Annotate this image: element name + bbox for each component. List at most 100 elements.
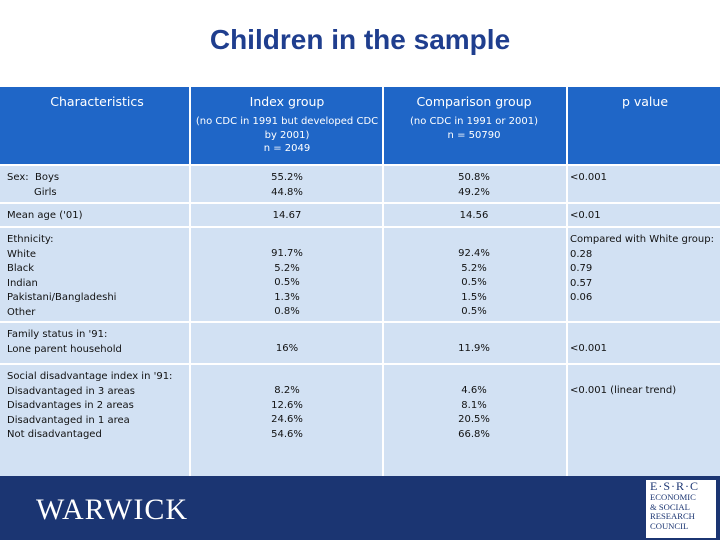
social-comparison: 4.6% 8.1% 20.5% 66.8% (384, 365, 564, 442)
social-not-disadvantaged: Not disadvantaged (7, 429, 102, 440)
header-characteristics-label: Characteristics (50, 94, 144, 109)
column-divider (566, 228, 568, 321)
slide-title: Children in the sample (209, 24, 511, 55)
table-row-social-disadvantage: Social disadvantage index in '91: Disadv… (0, 363, 720, 476)
ethnicity-other: Other (7, 306, 36, 318)
ethnicity-p-heading: Compared with White group: (570, 234, 714, 245)
esrc-logo: E·S·R·C ECONOMIC & SOCIAL RESEARCH COUNC… (646, 480, 716, 538)
social-index-2: 12.6% (271, 399, 303, 411)
social-index-1: 24.6% (271, 414, 303, 425)
ethnicity-comparison-white: 92.4% (458, 248, 490, 259)
sex-label-boys: Sex: Boys (7, 172, 60, 183)
column-divider (566, 204, 568, 226)
column-divider (189, 166, 191, 202)
column-divider (189, 87, 191, 164)
family-labels: Family status in '91: Lone parent househ… (7, 323, 187, 357)
header-index-sub3: n = 2049 (263, 143, 311, 154)
ethnicity-labels: Ethnicity: White Black Indian Pakistani/… (7, 228, 187, 320)
sex-index: 55.2% 44.8% (192, 166, 382, 200)
age-index: 14.67 (272, 210, 302, 221)
warwick-logo: WARWICK (36, 493, 188, 526)
header-index-group: Index group (no CDC in 1991 but develope… (192, 87, 382, 164)
column-divider (382, 228, 384, 321)
sex-comparison-boys: 50.8% (458, 172, 490, 183)
header-comparison-sub2: n = 50790 (447, 129, 501, 141)
ethnicity-comparison-black: 5.2% (461, 262, 487, 274)
header-comparison-group: Comparison group (no CDC in 1991 or 2001… (384, 87, 564, 164)
table-row-family-status: Family status in '91: Lone parent househ… (0, 321, 720, 363)
family-index: 16% (275, 343, 299, 354)
ethnicity-white: White (7, 248, 37, 260)
social-comparison-1: 20.5% (458, 414, 490, 425)
column-divider (382, 166, 384, 202)
social-index: 8.2% 12.6% 24.6% 54.6% (192, 365, 382, 442)
header-p-value: p value (570, 87, 720, 164)
age-comparison: 14.56 (459, 210, 489, 221)
header-index-sub2: by 2001) (264, 129, 310, 141)
column-divider (382, 87, 384, 164)
ethnicity-comparison-other: 0.5% (461, 306, 487, 317)
ethnicity-p-other: 0.06 (570, 292, 593, 303)
ethnicity-comparison-indian: 0.5% (461, 277, 487, 288)
header-characteristics: Characteristics (7, 87, 187, 164)
sex-index-girls: 44.8% (271, 186, 303, 198)
column-divider (566, 365, 568, 476)
ethnicity-index-white: 91.7% (271, 248, 303, 259)
sex-comparison: 50.8% 49.2% (384, 166, 564, 200)
table-row-sex: Sex: Boys Girls 55.2% 44.8% 50.8% 49.2% … (0, 164, 720, 202)
esrc-logo-initials: E·S·R·C (650, 479, 699, 493)
footer-bar: WARWICK E·S·R·C ECONOMIC & SOCIAL RESEAR… (0, 476, 720, 540)
ethnicity-p-values: Compared with White group: 0.28 0.79 0.5… (570, 228, 720, 306)
sample-table: Characteristics Index group (no CDC in 1… (0, 87, 720, 476)
header-comparison-sub1: (no CDC in 1991 or 2001) (409, 116, 539, 127)
social-index-0: 54.6% (271, 428, 303, 440)
column-divider (189, 228, 191, 321)
social-index-3: 8.2% (274, 385, 300, 396)
ethnicity-p-indian: 0.79 (570, 263, 593, 274)
social-comparison-0: 66.8% (458, 428, 490, 440)
ethnicity-comparison-pakistani: 1.5% (461, 291, 487, 303)
esrc-logo-line4: COUNCIL (650, 520, 689, 531)
ethnicity-index-pakistani: 1.3% (274, 291, 300, 303)
sex-label: Sex: Boys Girls (7, 166, 187, 200)
sex-label-girls: Girls (34, 186, 57, 198)
ethnicity-index-other: 0.8% (274, 306, 300, 317)
social-1-area: Disadvantaged in 1 area (7, 414, 130, 426)
header-index-sub1: (no CDC in 1991 but developed CDC (195, 116, 379, 127)
header-comparison-sub: (no CDC in 1991 or 2001) n = 50790 (384, 115, 564, 142)
ethnicity-index-indian: 0.5% (274, 277, 300, 288)
social-comparison-3: 4.6% (461, 385, 487, 396)
column-divider (189, 204, 191, 226)
social-labels: Social disadvantage index in '91: Disadv… (7, 365, 187, 443)
sex-comparison-girls: 49.2% (458, 186, 490, 198)
ethnicity-heading: Ethnicity: (7, 234, 54, 245)
social-p-value: <0.001 (linear trend) (570, 385, 677, 396)
family-lone-parent: Lone parent household (7, 343, 122, 355)
ethnicity-pakistani-bangladeshi: Pakistani/Bangladeshi (7, 292, 117, 303)
ethnicity-index: 91.7% 5.2% 0.5% 1.3% 0.8% (192, 228, 382, 320)
esrc-logo-line1: ECONOMIC (650, 492, 696, 502)
header-index-label: Index group (249, 94, 325, 109)
column-divider (382, 204, 384, 226)
sex-p-value: <0.001 (570, 172, 608, 183)
table-row-age: Mean age ('01) 14.67 14.56 <0.01 (0, 202, 720, 226)
ethnicity-comparison: 92.4% 5.2% 0.5% 1.5% 0.5% (384, 228, 564, 320)
column-divider (382, 365, 384, 476)
column-divider (382, 323, 384, 363)
ethnicity-p-pakistani: 0.57 (570, 277, 593, 289)
family-p-value: <0.001 (570, 343, 608, 354)
column-divider (566, 166, 568, 202)
social-comparison-2: 8.1% (461, 399, 487, 411)
header-p-value-label: p value (621, 94, 669, 109)
header-comparison-label: Comparison group (416, 94, 532, 109)
ethnicity-index-black: 5.2% (274, 262, 300, 274)
column-divider (566, 87, 568, 164)
column-divider (566, 323, 568, 363)
age-label: Mean age ('01) (7, 210, 83, 221)
social-heading: Social disadvantage index in '91: (7, 371, 173, 382)
social-3-areas: Disadvantaged in 3 areas (7, 385, 135, 397)
column-divider (189, 365, 191, 476)
ethnicity-black: Black (7, 263, 35, 274)
table-header: Characteristics Index group (no CDC in 1… (0, 87, 720, 164)
esrc-logo-line2: & SOCIAL (650, 501, 690, 512)
